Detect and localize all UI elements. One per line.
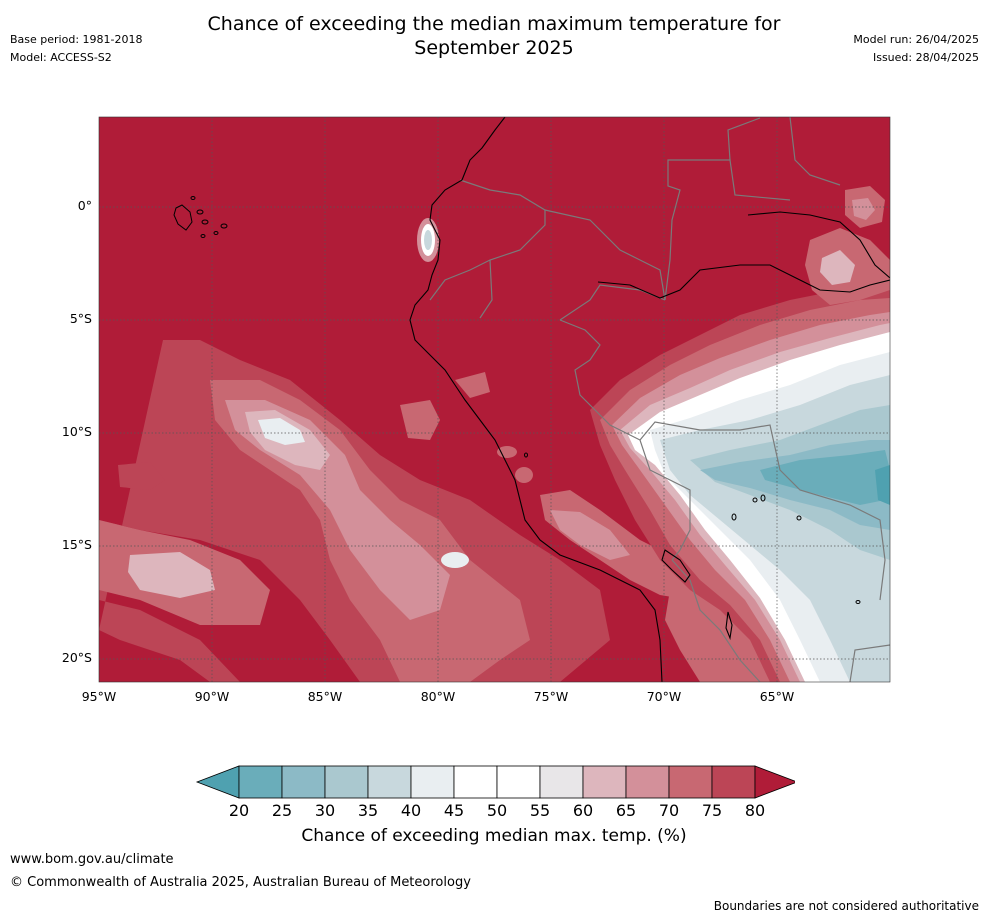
footer-disclaimer: Boundaries are not considered authoritat… [713, 899, 979, 913]
title-line-2: September 2025 [414, 37, 574, 59]
colorbar-label: 80 [744, 801, 766, 820]
colorbar-extend-high [754, 765, 795, 799]
colorbar-cell [711, 765, 756, 799]
lat-tick-15s: 15°S [61, 537, 92, 552]
issued-date: Issued: 28/04/2025 [872, 51, 979, 64]
title-line-1: Chance of exceeding the median maximum t… [207, 13, 781, 35]
country-borders [429, 117, 890, 682]
colorbar-cell [410, 765, 455, 799]
colorbar-cell [367, 765, 412, 799]
colorbar [195, 765, 795, 799]
base-period: Base period: 1981-2018 [10, 33, 143, 46]
lon-tick-80w: 80°W [420, 689, 456, 704]
colorbar-label: 30 [314, 801, 336, 820]
footer-copyright: © Commonwealth of Australia 2025, Austra… [10, 875, 471, 890]
colorbar-label: 45 [443, 801, 465, 820]
colorbar-cell [625, 765, 670, 799]
colorbar-cell [496, 765, 541, 799]
model-name: Model: ACCESS-S2 [10, 51, 112, 64]
colorbar-label: 65 [615, 801, 637, 820]
lon-tick-70w: 70°W [646, 689, 682, 704]
colorbar-label: 50 [486, 801, 508, 820]
colorbar-extend-low [195, 765, 240, 799]
colorbar-cell [668, 765, 713, 799]
colorbar-label: 35 [357, 801, 379, 820]
colorbar-cell [324, 765, 369, 799]
colorbar-label: 20 [228, 801, 250, 820]
colorbar-label: 60 [572, 801, 594, 820]
meta-right: Model run: 26/04/2025 Issued: 28/04/2025 [853, 31, 979, 67]
graticule [99, 117, 890, 682]
footer-url[interactable]: www.bom.gov.au/climate [10, 852, 174, 867]
probability-field [99, 186, 890, 682]
colorbar-label: 55 [529, 801, 551, 820]
model-run: Model run: 26/04/2025 [853, 33, 979, 46]
lakes [524, 452, 861, 604]
lat-tick-5s: 5°S [69, 311, 92, 326]
colorbar-cell [238, 765, 283, 799]
colorbar-cell [582, 765, 627, 799]
lon-tick-85w: 85°W [307, 689, 343, 704]
lon-tick-90w: 90°W [194, 689, 230, 704]
colorbar-label: 70 [658, 801, 680, 820]
lat-tick-10s: 10°S [61, 424, 92, 439]
colorbar-label: 25 [271, 801, 293, 820]
coastline [409, 117, 890, 682]
colorbar-cell [453, 765, 498, 799]
colorbar-label: 75 [701, 801, 723, 820]
colorbar-label: 40 [400, 801, 422, 820]
galapagos-islands [173, 196, 228, 238]
lat-tick-0: 0° [77, 198, 92, 213]
lon-tick-75w: 75°W [533, 689, 569, 704]
meta-left: Base period: 1981-2018 Model: ACCESS-S2 [10, 31, 142, 67]
lon-tick-95w: 95°W [81, 689, 117, 704]
colorbar-cell [539, 765, 584, 799]
map-title: Chance of exceeding the median maximum t… [0, 12, 988, 60]
lat-tick-20s: 20°S [61, 650, 92, 665]
colorbar-cell [281, 765, 326, 799]
colorbar-title: Chance of exceeding median max. temp. (%… [301, 826, 687, 846]
lon-tick-65w: 65°W [759, 689, 795, 704]
